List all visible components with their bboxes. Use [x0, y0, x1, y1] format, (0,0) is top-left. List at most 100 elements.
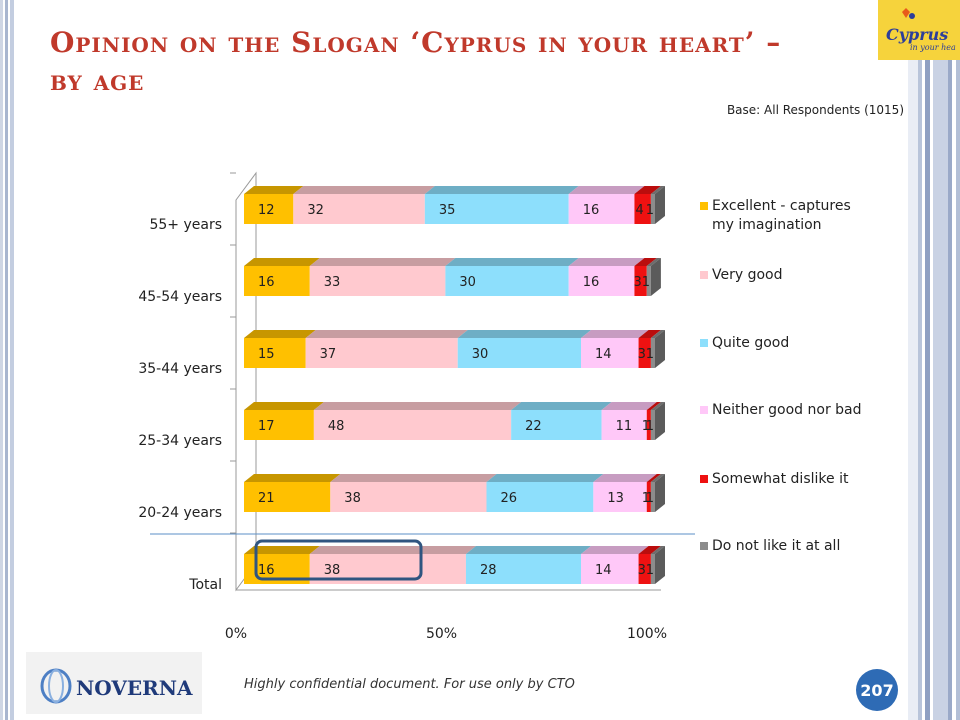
data-label: 38 — [324, 563, 341, 578]
bar-top-face — [646, 474, 661, 482]
highlight-box — [254, 539, 423, 581]
cyprus-logo: Cyprus in your heart — [878, 0, 960, 60]
bar-segment — [646, 482, 651, 512]
data-label: 16 — [583, 275, 600, 290]
bar-top-face — [634, 258, 657, 266]
bar-segment — [445, 266, 569, 296]
bar-top-face — [568, 258, 645, 266]
bar-top-face — [568, 186, 645, 194]
noverna-logo: NOVERNA — [26, 652, 202, 714]
bar-segment — [305, 338, 458, 368]
bar-segment — [244, 338, 306, 368]
legend-label: Do not like it at all — [712, 538, 840, 554]
data-label: 4 — [636, 203, 644, 218]
bar-top-face — [305, 330, 468, 338]
legend-label: Somewhat dislike it — [712, 471, 849, 487]
bar-top-face — [244, 330, 316, 338]
x-tick-label: 100% — [627, 626, 667, 642]
bar-side-face — [650, 258, 661, 296]
data-label: 30 — [459, 275, 476, 290]
bar-top-face — [244, 546, 320, 554]
data-label: 28 — [480, 563, 497, 578]
bar-segment — [650, 194, 655, 224]
category-label: 45-54 years — [138, 289, 222, 305]
bar-segment — [650, 410, 655, 440]
bar-top-face — [457, 330, 592, 338]
bar-top-face — [650, 402, 665, 410]
bar-segment — [581, 554, 639, 584]
bar-top-face — [511, 402, 612, 410]
bar-top-face — [445, 258, 579, 266]
category-label: 55+ years — [149, 217, 222, 233]
legend-swatch — [700, 542, 708, 550]
bar-segment — [638, 554, 651, 584]
bar-top-face — [309, 258, 456, 266]
bar-top-face — [650, 186, 665, 194]
bar-segment — [634, 266, 647, 296]
bar-top-face — [593, 474, 657, 482]
bar-segment — [593, 482, 647, 512]
data-label: 30 — [472, 347, 489, 362]
bar-top-face — [244, 402, 324, 410]
bar-segment — [457, 338, 582, 368]
data-label: 3 — [633, 275, 641, 290]
bar-side-face — [655, 402, 665, 440]
bar-top-face — [581, 546, 649, 554]
svg-text:in your heart: in your heart — [910, 43, 956, 52]
base-note: Base: All Respondents (1015) — [726, 103, 904, 117]
right-decor-stripe — [908, 0, 960, 720]
x-tick-label: 0% — [225, 626, 247, 642]
data-label: 12 — [258, 203, 275, 218]
bar-segment — [465, 554, 582, 584]
bar-side-face — [655, 474, 665, 512]
confidential-footer: Highly confidential document. For use on… — [244, 677, 575, 692]
bar-top-face — [309, 546, 476, 554]
data-label: 3 — [638, 347, 646, 362]
bar-segment — [568, 266, 635, 296]
category-label: 20-24 years — [138, 505, 222, 521]
data-label: 21 — [258, 491, 275, 506]
bar-segment — [244, 410, 314, 440]
legend-label: Quite good — [712, 335, 789, 351]
data-label: 16 — [583, 203, 600, 218]
bar-segment — [650, 554, 655, 584]
bar-segment — [424, 194, 569, 224]
data-label: 32 — [307, 203, 324, 218]
data-label: 1 — [642, 419, 650, 434]
bar-top-face — [601, 402, 657, 410]
data-label: 22 — [525, 419, 542, 434]
slide-title: Opinion on the Slogan ‘Cyprus in your he… — [50, 26, 782, 97]
bar-top-face — [424, 186, 579, 194]
bar-top-face — [330, 474, 497, 482]
bar-segment — [650, 338, 655, 368]
bar-segment — [244, 266, 310, 296]
bar-segment — [293, 194, 425, 224]
bar-top-face — [646, 402, 661, 410]
bar-top-face — [634, 186, 661, 194]
data-label: 35 — [439, 203, 456, 218]
data-label: 3 — [638, 563, 646, 578]
data-label: 1 — [646, 419, 654, 434]
category-label: 25-34 years — [138, 433, 222, 449]
bar-side-face — [655, 546, 665, 584]
bar-top-face — [638, 330, 661, 338]
legend-swatch — [700, 406, 708, 414]
legend-swatch — [700, 202, 708, 210]
data-label: 1 — [646, 203, 654, 218]
data-label: 16 — [258, 563, 275, 578]
data-label: 15 — [258, 347, 275, 362]
page-number-badge: 207 — [856, 669, 898, 711]
legend-label-line1: Excellent - captures — [712, 198, 851, 214]
legend-label: Neither good nor bad — [712, 402, 862, 418]
left-decor-stripe — [0, 0, 14, 720]
bar-segment — [486, 482, 594, 512]
data-label: 1 — [642, 275, 650, 290]
bar-top-face — [646, 258, 661, 266]
bar-top-face — [293, 186, 435, 194]
bar-segment — [634, 194, 651, 224]
bar-top-face — [650, 330, 665, 338]
data-label: 13 — [607, 491, 624, 506]
data-label: 1 — [646, 563, 654, 578]
data-label: 11 — [616, 419, 633, 434]
